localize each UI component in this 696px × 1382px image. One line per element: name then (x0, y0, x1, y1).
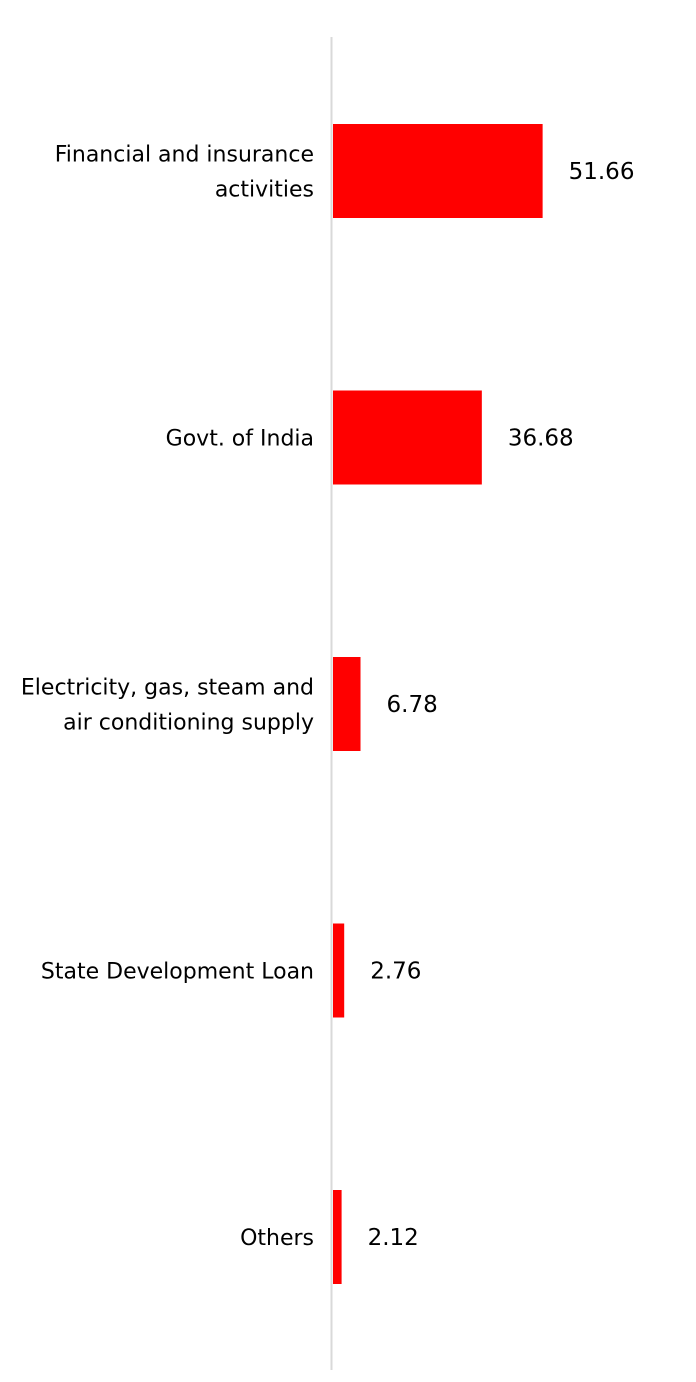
category-tick-label: State Development Loan (41, 960, 314, 985)
bar (333, 124, 543, 218)
data-label: 36.68 (508, 426, 574, 452)
category-tick-label: Govt. of India (166, 427, 314, 452)
bar (333, 923, 345, 1018)
bar (333, 390, 482, 485)
category-tick-label: Others (240, 1226, 314, 1251)
labels-layer: 51.66 Financial and insurance activities 36… (21, 143, 635, 1252)
bar (333, 657, 361, 751)
data-label: 2.12 (368, 1225, 419, 1251)
category-tick-label: activities (215, 178, 314, 203)
bar (333, 1190, 342, 1284)
bars-layer (333, 124, 543, 1284)
category-tick-label: Financial and insurance (55, 143, 314, 168)
data-label: 51.66 (569, 159, 635, 185)
data-label: 2.76 (370, 959, 421, 985)
category-tick-label: air conditioning supply (63, 711, 314, 736)
data-label: 6.78 (387, 692, 438, 718)
category-tick-label: Electricity, gas, steam and (21, 676, 314, 701)
